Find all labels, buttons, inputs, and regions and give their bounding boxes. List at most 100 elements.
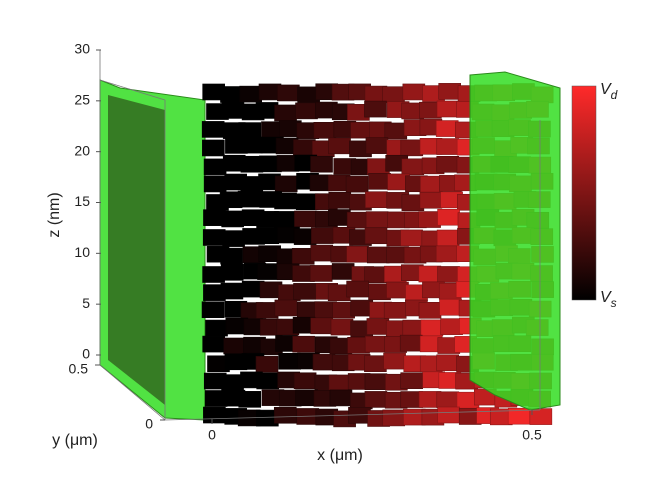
contact-left-shade (108, 95, 165, 405)
voxel (203, 158, 227, 176)
z-tick-label: 10 (74, 244, 90, 260)
voxel (220, 247, 243, 265)
contact-right (469, 71, 561, 411)
box-edge (99, 364, 166, 421)
voxel (239, 85, 263, 103)
voxel (201, 121, 225, 138)
voxel (420, 175, 443, 193)
voxel (365, 137, 389, 154)
voxel (220, 282, 244, 300)
voxel (383, 302, 407, 319)
voxel (401, 158, 425, 176)
voxel (529, 408, 553, 425)
voxel (274, 104, 297, 122)
voxel (345, 175, 369, 193)
voxel (435, 120, 459, 137)
voxel (364, 391, 388, 408)
voxel (364, 100, 387, 118)
voxel (436, 354, 459, 372)
voxel (364, 335, 388, 353)
voxel (274, 299, 298, 317)
voxel (364, 373, 388, 390)
voxel (312, 353, 336, 371)
voxel (273, 406, 297, 424)
voxel (400, 229, 423, 247)
voxel (220, 264, 244, 281)
z-tick-label: 0 (82, 346, 90, 362)
voxel (240, 136, 263, 154)
voxel (294, 210, 317, 228)
voxel (436, 156, 460, 173)
voxel (220, 86, 243, 103)
voxel (436, 100, 460, 118)
z-tick-label: 5 (82, 295, 90, 311)
voxel (437, 406, 460, 424)
voxel (418, 302, 442, 319)
voxel (237, 190, 261, 208)
voxel (295, 102, 318, 120)
voxel (365, 211, 389, 228)
y-tick-label: 0 (145, 416, 153, 432)
voxel (309, 265, 333, 282)
voxel (439, 298, 462, 316)
voxel (364, 355, 387, 372)
voxel (292, 335, 315, 353)
voxel (202, 335, 226, 353)
label-sub: d (611, 88, 618, 102)
voxel (223, 337, 246, 355)
voxel (383, 352, 406, 370)
voxel (201, 301, 225, 319)
colorbar-top-label: Vd (600, 81, 618, 102)
voxel (436, 391, 460, 409)
z-tick-label: 20 (74, 142, 90, 158)
box-edge (99, 79, 166, 101)
voxel (256, 227, 280, 245)
voxel (222, 230, 245, 247)
voxel (328, 374, 352, 392)
voxel (399, 334, 423, 352)
voxel (238, 391, 262, 408)
x-tick-label: 0 (208, 427, 216, 443)
voxel (419, 191, 443, 209)
voxel (384, 122, 408, 140)
box-edge (164, 409, 541, 421)
voxel (420, 319, 444, 337)
voxel (400, 372, 423, 389)
voxel (202, 229, 226, 246)
voxel (435, 245, 459, 263)
voxel (436, 229, 460, 247)
colorbar-bottom-label: Vs (600, 289, 617, 310)
voxel (331, 263, 355, 280)
voxel (346, 245, 369, 263)
voxel (346, 280, 369, 298)
colorbar (571, 85, 597, 301)
z-tick-label: 15 (74, 193, 90, 209)
voxel (330, 318, 354, 336)
voxel (293, 372, 317, 390)
y-axis-label: y (μm) (52, 432, 98, 449)
voxel (436, 138, 460, 155)
voxel (313, 122, 337, 139)
voxel (311, 227, 334, 244)
voxel (364, 266, 387, 283)
voxel (203, 175, 227, 193)
voxel (437, 266, 460, 283)
voxel (205, 319, 228, 337)
voxel (328, 137, 351, 155)
voxel (418, 211, 441, 228)
voxel (437, 208, 460, 226)
voxel (293, 283, 316, 300)
voxel (256, 372, 279, 390)
voxel (238, 122, 262, 139)
label-sub: s (611, 296, 617, 310)
voxel (310, 155, 333, 173)
voxel (438, 83, 462, 100)
z-axis-label: z (nm) (46, 192, 63, 237)
label-main: V (600, 289, 612, 306)
voxel (400, 139, 424, 157)
label-main: V (600, 81, 612, 98)
z-tick-label: 25 (74, 92, 90, 108)
voxel (274, 192, 297, 210)
voxel (274, 211, 297, 228)
